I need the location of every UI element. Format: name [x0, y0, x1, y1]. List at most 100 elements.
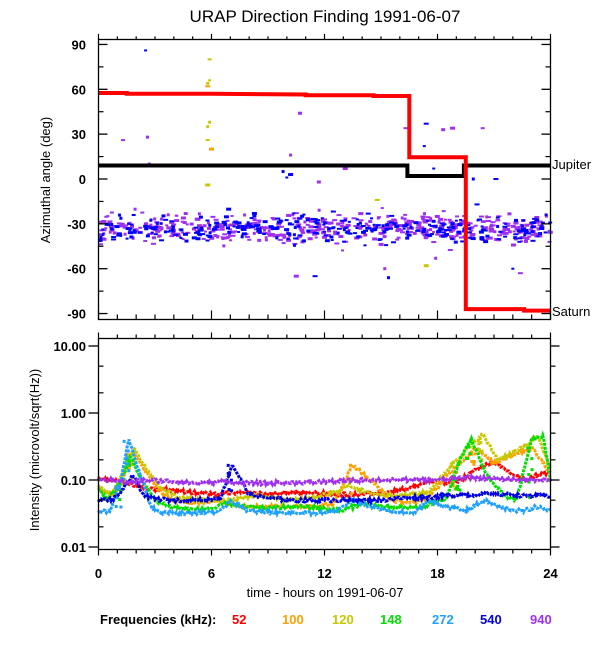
- scatter-point: [530, 239, 536, 242]
- scatter-point: [518, 227, 522, 230]
- scatter-point: [97, 243, 103, 246]
- scatter-point: [298, 111, 303, 115]
- scatter-point: [193, 226, 199, 229]
- scatter-point: [270, 216, 275, 219]
- scatter-point: [293, 243, 297, 247]
- scatter-point: [535, 219, 539, 222]
- scatter-point: [196, 230, 201, 234]
- scatter-point: [461, 219, 467, 223]
- scatter-point: [102, 229, 107, 232]
- scatter-point: [346, 232, 352, 235]
- scatter-point: [213, 234, 218, 238]
- scatter-point: [231, 223, 236, 226]
- scatter-point: [523, 233, 527, 237]
- legend-entry-148khz: 148: [380, 612, 402, 627]
- scatter-point: [293, 274, 299, 278]
- scatter-point: [513, 233, 519, 236]
- scatter-point: [405, 230, 409, 234]
- scatter-point: [150, 231, 154, 234]
- scatter-point: [225, 219, 230, 222]
- scatter-point: [146, 225, 151, 228]
- scatter-point: [365, 226, 370, 230]
- scatter-point: [201, 237, 206, 240]
- scatter-point: [223, 236, 227, 240]
- scatter-point: [168, 229, 174, 232]
- scatter-point: [120, 139, 125, 142]
- scatter-point: [297, 217, 303, 220]
- scatter-point: [293, 237, 299, 240]
- scatter-point: [397, 224, 403, 228]
- scatter-point: [181, 231, 185, 234]
- scatter-point: [497, 234, 503, 237]
- scatter-point: [488, 229, 494, 233]
- scatter-point: [131, 231, 137, 234]
- intensity-line: [97, 464, 551, 506]
- scatter-point: [384, 244, 389, 247]
- scatter-point: [384, 227, 389, 231]
- scatter-point: [435, 233, 440, 236]
- intensity-point: [472, 460, 476, 464]
- azimuth-plot-frame: [97, 38, 552, 321]
- scatter-point: [469, 222, 473, 225]
- scatter-point: [197, 212, 201, 216]
- scatter-point: [149, 226, 153, 230]
- scatter-point: [422, 145, 426, 148]
- scatter-point: [280, 233, 286, 237]
- scatter-point: [320, 217, 324, 220]
- intensity-point: [452, 480, 456, 484]
- scatter-point: [287, 222, 292, 226]
- scatter-point: [412, 231, 417, 235]
- scatter-point: [171, 227, 175, 230]
- x-tick-label: 6: [208, 566, 215, 581]
- scatter-point: [452, 223, 458, 226]
- scatter-point: [302, 213, 306, 216]
- scatter-point: [262, 220, 268, 224]
- scatter-point: [439, 224, 443, 228]
- scatter-point: [249, 217, 254, 220]
- scatter-point: [237, 230, 241, 233]
- scatter-point: [485, 215, 489, 219]
- scatter-point: [174, 214, 178, 217]
- scatter-point: [184, 239, 189, 243]
- intensity-plot-frame: [97, 337, 552, 551]
- scatter-point: [450, 237, 455, 240]
- scatter-point: [292, 217, 297, 220]
- intensity-point: [456, 487, 460, 491]
- scatter-point: [342, 240, 347, 243]
- azimuth-ytick-label: 30: [72, 127, 86, 142]
- scatter-point: [386, 214, 390, 218]
- scatter-point: [380, 207, 384, 210]
- scatter-point: [458, 236, 464, 239]
- scatter-point: [378, 231, 384, 235]
- scatter-point: [123, 224, 129, 227]
- scatter-point: [111, 238, 117, 241]
- scatter-point: [367, 224, 371, 227]
- legend-entry-272khz: 272: [432, 612, 454, 627]
- scatter-point: [517, 231, 521, 235]
- scatter-point: [282, 235, 287, 239]
- scatter-point: [426, 229, 430, 232]
- scatter-point: [391, 218, 397, 222]
- scatter-point: [513, 236, 518, 240]
- scatter-point: [493, 230, 497, 234]
- scatter-point: [316, 223, 322, 227]
- intensity-point: [132, 448, 136, 452]
- scatter-point: [501, 231, 507, 235]
- scatter-point: [416, 229, 420, 232]
- scatter-point: [334, 242, 340, 245]
- intensity-point: [477, 442, 481, 446]
- scatter-point: [107, 223, 111, 227]
- scatter-point: [219, 228, 225, 231]
- scatter-point: [253, 224, 259, 228]
- scatter-point: [454, 224, 459, 227]
- scatter-point: [478, 230, 484, 234]
- scatter-point: [108, 225, 113, 228]
- scatter-point: [223, 215, 229, 219]
- scatter-point: [291, 213, 295, 217]
- scatter-point: [127, 222, 131, 225]
- scatter-point: [358, 226, 364, 229]
- scatter-point: [360, 230, 365, 234]
- scatter-point: [296, 223, 302, 226]
- scatter-point: [276, 222, 282, 226]
- scatter-point: [375, 224, 381, 227]
